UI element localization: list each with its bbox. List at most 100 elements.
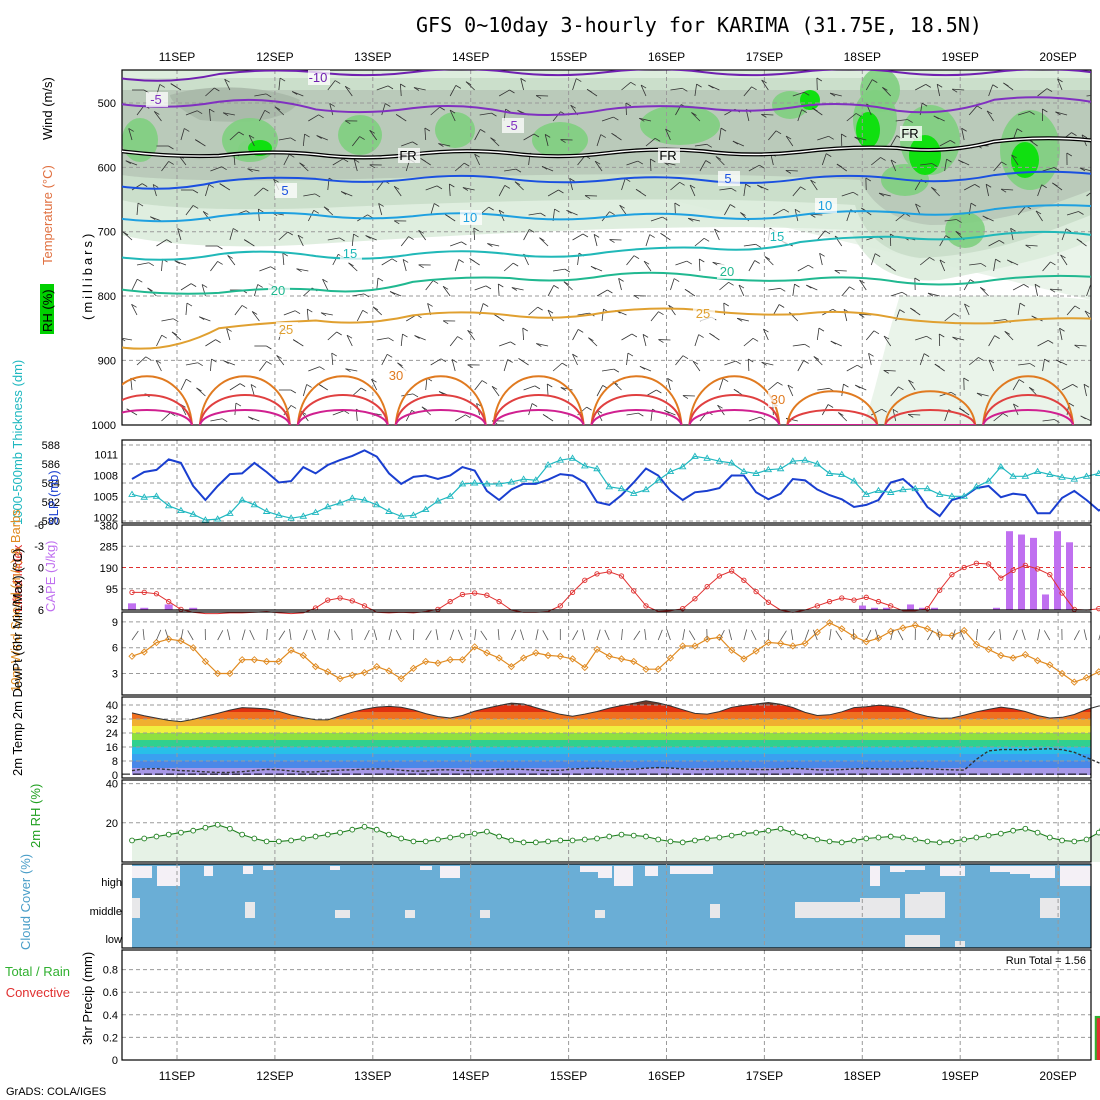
wind-barb-flag bbox=[290, 405, 297, 409]
wind-barb-flag bbox=[618, 278, 624, 282]
rh-high-blob bbox=[772, 91, 808, 119]
wind-barb-flag bbox=[487, 243, 493, 247]
contour-label: 15 bbox=[770, 229, 784, 244]
thickness-point bbox=[593, 464, 601, 472]
wind-barb-flag bbox=[345, 85, 351, 90]
wind10m-point bbox=[997, 651, 1005, 660]
wind-barb bbox=[381, 258, 393, 266]
wind10m-barb bbox=[333, 630, 341, 641]
wind-barb bbox=[376, 278, 379, 291]
wind-barb-flag bbox=[174, 260, 180, 265]
wind-barb-flag bbox=[806, 284, 812, 289]
wind-barb bbox=[1079, 167, 1091, 172]
wind10m-point bbox=[422, 657, 430, 666]
wind-barb-flag bbox=[152, 184, 159, 188]
wind10m-point bbox=[495, 654, 503, 662]
temp2m-color-band bbox=[132, 733, 1091, 740]
wind-barb bbox=[871, 408, 882, 416]
wind-barb bbox=[332, 254, 339, 266]
wind-barb bbox=[504, 168, 517, 172]
wind-barb-flag bbox=[287, 231, 293, 236]
run-total: Run Total = 1.56 bbox=[1006, 955, 1086, 967]
lifted-index-point bbox=[349, 598, 355, 604]
wind-barb-flag bbox=[855, 113, 862, 117]
wind10m-barb bbox=[227, 629, 231, 641]
wind10m-barb bbox=[1073, 630, 1080, 641]
wind-barb-flag bbox=[999, 240, 1005, 244]
wind10m-point bbox=[385, 667, 393, 675]
wind-barb bbox=[376, 337, 389, 341]
wind-barb-flag bbox=[764, 256, 771, 260]
footer-credit: GrADS: COLA/IGES bbox=[6, 1086, 106, 1098]
wind-barb-flag bbox=[540, 212, 546, 217]
thickness-point bbox=[899, 485, 907, 493]
wind-barb bbox=[185, 362, 198, 366]
wind-barb bbox=[1004, 331, 1014, 341]
wind-barb bbox=[675, 260, 687, 266]
wind-barb-flag bbox=[504, 185, 510, 189]
lifted-index-axis-label: Lifted Index bbox=[10, 544, 25, 612]
wind-barb-flag bbox=[265, 93, 272, 98]
wind-barb-flag bbox=[507, 359, 513, 363]
wind10m-barb bbox=[164, 629, 170, 641]
wind-barb-flag bbox=[803, 360, 809, 364]
rh2m-axis-label: 2m RH (%) bbox=[28, 784, 43, 848]
wind-barb-flag bbox=[1044, 358, 1050, 363]
date-tick-bottom: 14SEP bbox=[452, 1069, 489, 1083]
wind-barb-flag bbox=[609, 211, 615, 216]
rh2m-point bbox=[300, 835, 307, 842]
thickness-point bbox=[972, 482, 981, 490]
wind-barb-flag bbox=[857, 364, 863, 369]
wind-barb-flag bbox=[369, 129, 375, 134]
wind10m-barb bbox=[937, 629, 941, 641]
wind-barb-flag bbox=[455, 85, 462, 89]
wind-barb-flag bbox=[804, 343, 810, 348]
wind-barb-flag bbox=[1076, 238, 1083, 243]
wind10m-barb bbox=[388, 629, 393, 641]
wind-barb-flag bbox=[878, 192, 885, 197]
wind-barb-flag bbox=[518, 358, 524, 362]
wind-barb bbox=[890, 135, 898, 147]
wind-barb bbox=[882, 87, 892, 97]
wind-barb-flag bbox=[1074, 305, 1081, 310]
cloud-high-block bbox=[614, 866, 633, 886]
thickness-point bbox=[446, 492, 454, 499]
wind-barb-flag bbox=[279, 77, 286, 82]
isotherm-warm-dome bbox=[198, 394, 291, 425]
thickness-point bbox=[801, 456, 809, 463]
wind-barb bbox=[185, 205, 194, 216]
wind-barb bbox=[352, 293, 365, 297]
wind-barb bbox=[1042, 419, 1055, 422]
contour-label: 20 bbox=[271, 283, 285, 298]
temp2m-tick: 16 bbox=[106, 742, 118, 754]
cape-bar bbox=[1018, 534, 1025, 610]
wind10m-barb bbox=[633, 630, 641, 641]
wind-barb bbox=[1018, 363, 1031, 366]
thickness-point bbox=[837, 470, 846, 477]
wind-barb bbox=[895, 213, 906, 222]
rh2m-point bbox=[667, 838, 674, 845]
wind-barb-flag bbox=[215, 339, 221, 343]
contour-label-bg bbox=[717, 264, 739, 279]
date-tick-bottom: 11SEP bbox=[159, 1069, 195, 1083]
cloud-panel: high middle low bbox=[90, 863, 1092, 949]
wind-barb-flag bbox=[155, 359, 162, 364]
wind10m-barb bbox=[435, 629, 439, 641]
wind-barb bbox=[503, 359, 509, 372]
cloud-high-block bbox=[132, 866, 152, 878]
rh2m-point bbox=[153, 833, 160, 840]
wind-barb-flag bbox=[874, 253, 881, 257]
temp2m-fill-group bbox=[132, 700, 1091, 775]
wind-barb bbox=[650, 311, 659, 322]
slp-axis-label: SLP (mb) bbox=[46, 470, 61, 525]
wind-barb bbox=[205, 339, 216, 347]
contour-label: 25 bbox=[279, 322, 293, 337]
wind-barb-flag bbox=[801, 109, 807, 113]
wind-barb-flag bbox=[1083, 383, 1090, 388]
wind10m-point bbox=[593, 645, 601, 654]
wind-barb-flag bbox=[498, 209, 505, 214]
wind-barb bbox=[596, 134, 602, 147]
pressure-tick: 500 bbox=[98, 98, 116, 110]
wind-barb bbox=[919, 353, 925, 366]
rh2m-point bbox=[1022, 825, 1029, 832]
